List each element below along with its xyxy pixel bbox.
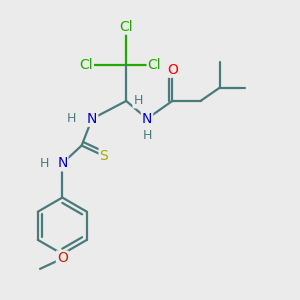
Text: Cl: Cl [119,20,133,34]
Text: O: O [57,251,68,266]
Text: O: O [167,63,178,77]
Text: N: N [87,112,97,126]
Text: H: H [40,157,49,170]
Text: Cl: Cl [79,58,93,72]
Text: N: N [142,112,152,126]
Text: S: S [100,149,108,163]
Text: H: H [134,94,143,107]
Text: H: H [67,112,76,125]
Text: Cl: Cl [148,58,161,72]
Text: N: N [57,156,68,170]
Text: H: H [142,129,152,142]
